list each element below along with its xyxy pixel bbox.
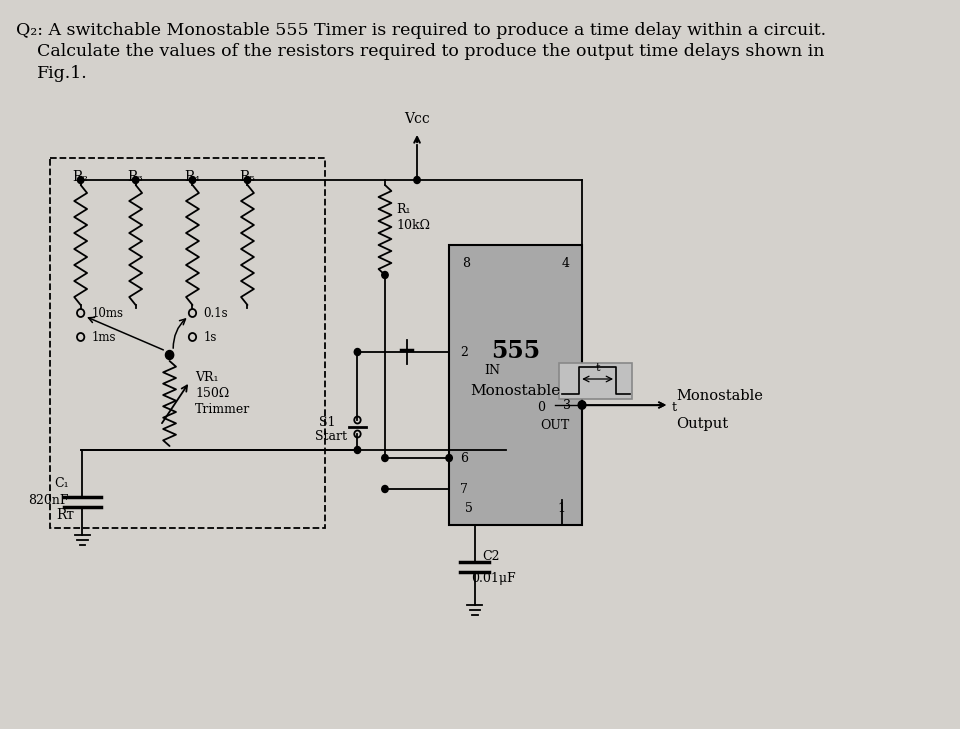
- Circle shape: [354, 446, 361, 453]
- Circle shape: [354, 348, 361, 356]
- Text: 6: 6: [460, 451, 468, 464]
- Circle shape: [165, 351, 174, 359]
- Text: Output: Output: [677, 417, 729, 431]
- Text: 1: 1: [558, 502, 565, 515]
- Text: R₂: R₂: [73, 170, 88, 184]
- Text: C₁: C₁: [54, 477, 69, 489]
- Text: Fig.1.: Fig.1.: [36, 65, 87, 82]
- Text: R₃: R₃: [128, 170, 144, 184]
- Text: 2: 2: [460, 346, 468, 359]
- Circle shape: [446, 454, 452, 461]
- Text: t: t: [672, 400, 677, 413]
- Text: Trimmer: Trimmer: [195, 403, 251, 416]
- Text: 10kΩ: 10kΩ: [396, 219, 430, 232]
- Text: 5: 5: [466, 502, 473, 515]
- Text: 0.01μF: 0.01μF: [471, 572, 516, 585]
- Text: 3: 3: [564, 399, 571, 411]
- Text: 7: 7: [460, 483, 468, 496]
- Circle shape: [78, 176, 84, 184]
- Text: 10ms: 10ms: [91, 306, 124, 319]
- Circle shape: [244, 176, 251, 184]
- Circle shape: [579, 402, 586, 408]
- Text: OUT: OUT: [540, 418, 569, 432]
- Text: Monostable: Monostable: [677, 389, 763, 403]
- Circle shape: [382, 486, 388, 493]
- Text: t: t: [595, 363, 600, 373]
- Circle shape: [189, 176, 196, 184]
- Bar: [449, 245, 582, 525]
- Text: 8: 8: [462, 257, 469, 270]
- Text: Rᴛ: Rᴛ: [56, 508, 74, 522]
- Text: 1ms: 1ms: [91, 330, 116, 343]
- Text: R₅: R₅: [240, 170, 255, 184]
- Text: 150Ω: 150Ω: [195, 387, 229, 400]
- Bar: [559, 363, 633, 399]
- Circle shape: [382, 271, 388, 278]
- Text: VR₁: VR₁: [195, 371, 219, 384]
- Text: Start: Start: [315, 430, 348, 443]
- Text: IN: IN: [484, 364, 500, 376]
- Text: 4: 4: [562, 257, 569, 270]
- Text: Calculate the values of the resistors required to produce the output time delays: Calculate the values of the resistors re…: [36, 43, 825, 60]
- Text: Vcc: Vcc: [404, 112, 430, 126]
- Text: R₁: R₁: [396, 203, 411, 216]
- Text: 1s: 1s: [204, 330, 217, 343]
- Text: S1: S1: [319, 416, 335, 429]
- Text: R₄: R₄: [184, 170, 201, 184]
- Text: 555: 555: [491, 340, 540, 363]
- Text: 820nF: 820nF: [28, 494, 69, 507]
- Text: C2: C2: [482, 550, 499, 563]
- Text: Q₂: A switchable Monostable 555 Timer is required to produce a time delay within: Q₂: A switchable Monostable 555 Timer is…: [16, 22, 827, 39]
- Circle shape: [382, 454, 388, 461]
- Circle shape: [414, 176, 420, 184]
- Circle shape: [132, 176, 139, 184]
- Text: Monostable: Monostable: [470, 383, 561, 397]
- Text: 0.1s: 0.1s: [204, 306, 228, 319]
- Text: 0: 0: [538, 400, 545, 413]
